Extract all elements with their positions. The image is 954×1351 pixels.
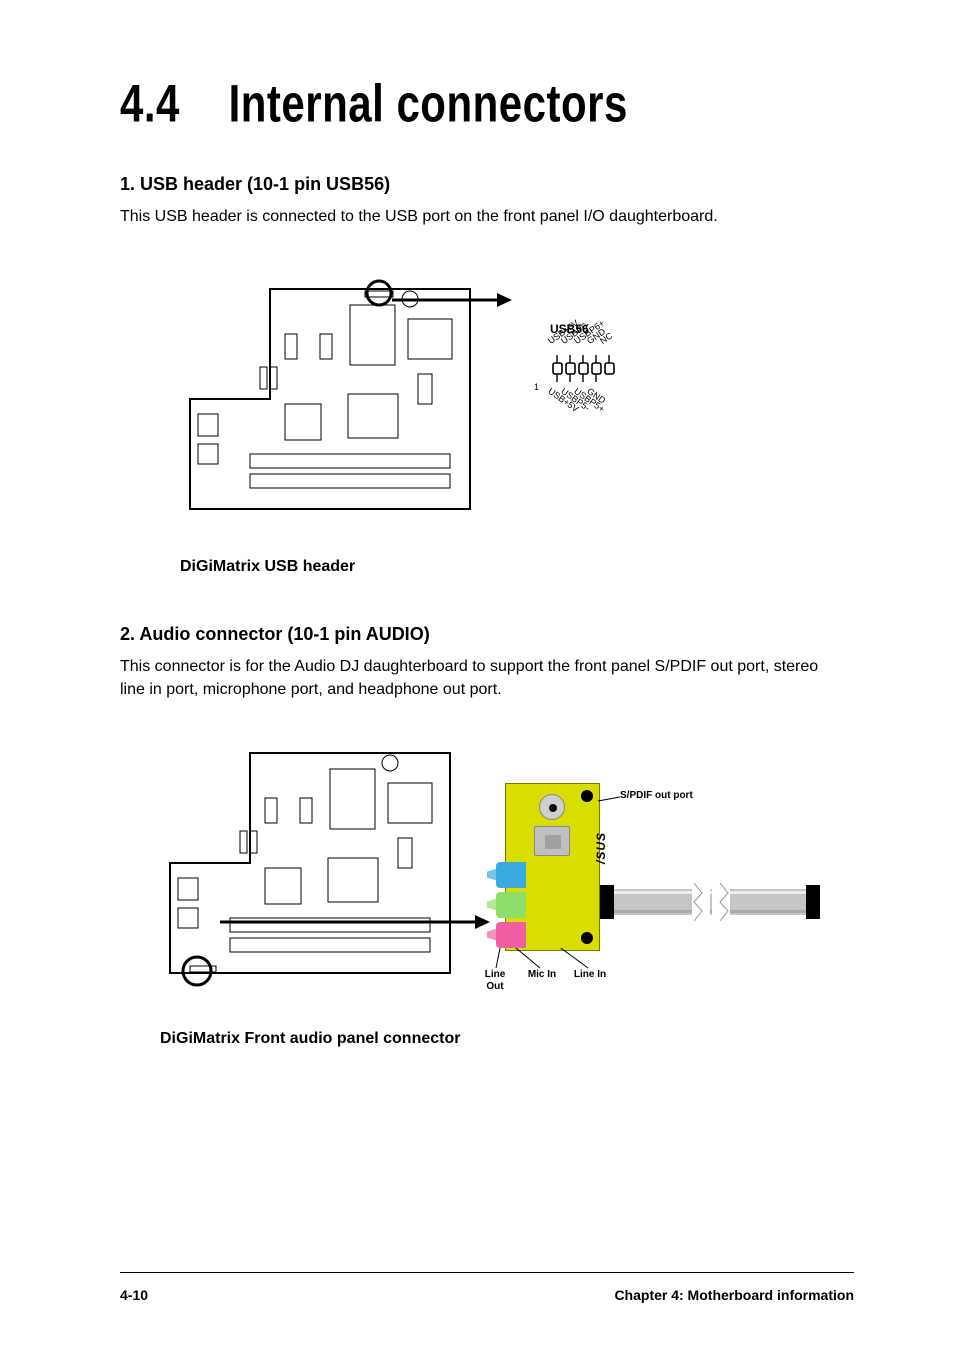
- brand-text: /SUS: [594, 832, 608, 864]
- rca-spdif-icon: [539, 794, 565, 820]
- item1-caption: DiGiMatrix USB header: [180, 558, 355, 576]
- item2-diagram: /SUS S/PDIF out port Line Out Mic In Lin…: [120, 728, 840, 1078]
- item2-heading: 2. Audio connector (10-1 pin AUDIO): [120, 624, 854, 645]
- optical-block-icon: [534, 826, 570, 856]
- item2-paragraph: This connector is for the Audio DJ daugh…: [120, 655, 840, 701]
- item2-caption: DiGiMatrix Front audio panel connector: [160, 1030, 460, 1048]
- section-title: 4.4 Internal connectors: [120, 74, 854, 134]
- leader-lines: [490, 948, 610, 978]
- leader-line-spdif: [598, 794, 624, 808]
- pin-note: 1: [534, 382, 539, 392]
- audio-extension-panel: /SUS: [505, 783, 600, 951]
- ribbon-cable: [600, 885, 820, 919]
- highlight-circle-1: [364, 278, 394, 308]
- item1-heading: 1. USB header (10-1 pin USB56): [120, 174, 854, 195]
- jack-linein-icon: [496, 862, 526, 888]
- footer-chapter: Chapter 4: Motherboard information: [614, 1287, 854, 1303]
- jack-lineout-icon: [496, 892, 526, 918]
- callout-arrow-1: [392, 290, 512, 310]
- section-name: Internal connectors: [229, 74, 628, 133]
- page-footer: 4-10 Chapter 4: Motherboard information: [120, 1287, 854, 1303]
- footer-page: 4-10: [120, 1287, 148, 1303]
- usb-header-icon: [550, 349, 620, 389]
- highlight-circle-2: [180, 954, 214, 988]
- label-spdif: S/PDIF out port: [620, 790, 693, 802]
- item1-paragraph: This USB header is connected to the USB …: [120, 205, 840, 228]
- callout-arrow-2: [220, 912, 490, 932]
- motherboard-outline-1: [180, 279, 480, 549]
- page: 4.4 Internal connectors 1. USB header (1…: [0, 0, 954, 1351]
- jack-mic-icon: [496, 922, 526, 948]
- screw-icon: [581, 932, 593, 944]
- section-number: 4.4: [120, 74, 180, 133]
- screw-icon: [581, 790, 593, 802]
- footer-rule: [120, 1272, 854, 1273]
- item1-diagram: USB56 USB+5V USBP6- USBP6+ GND NC USB+5V…: [120, 254, 840, 584]
